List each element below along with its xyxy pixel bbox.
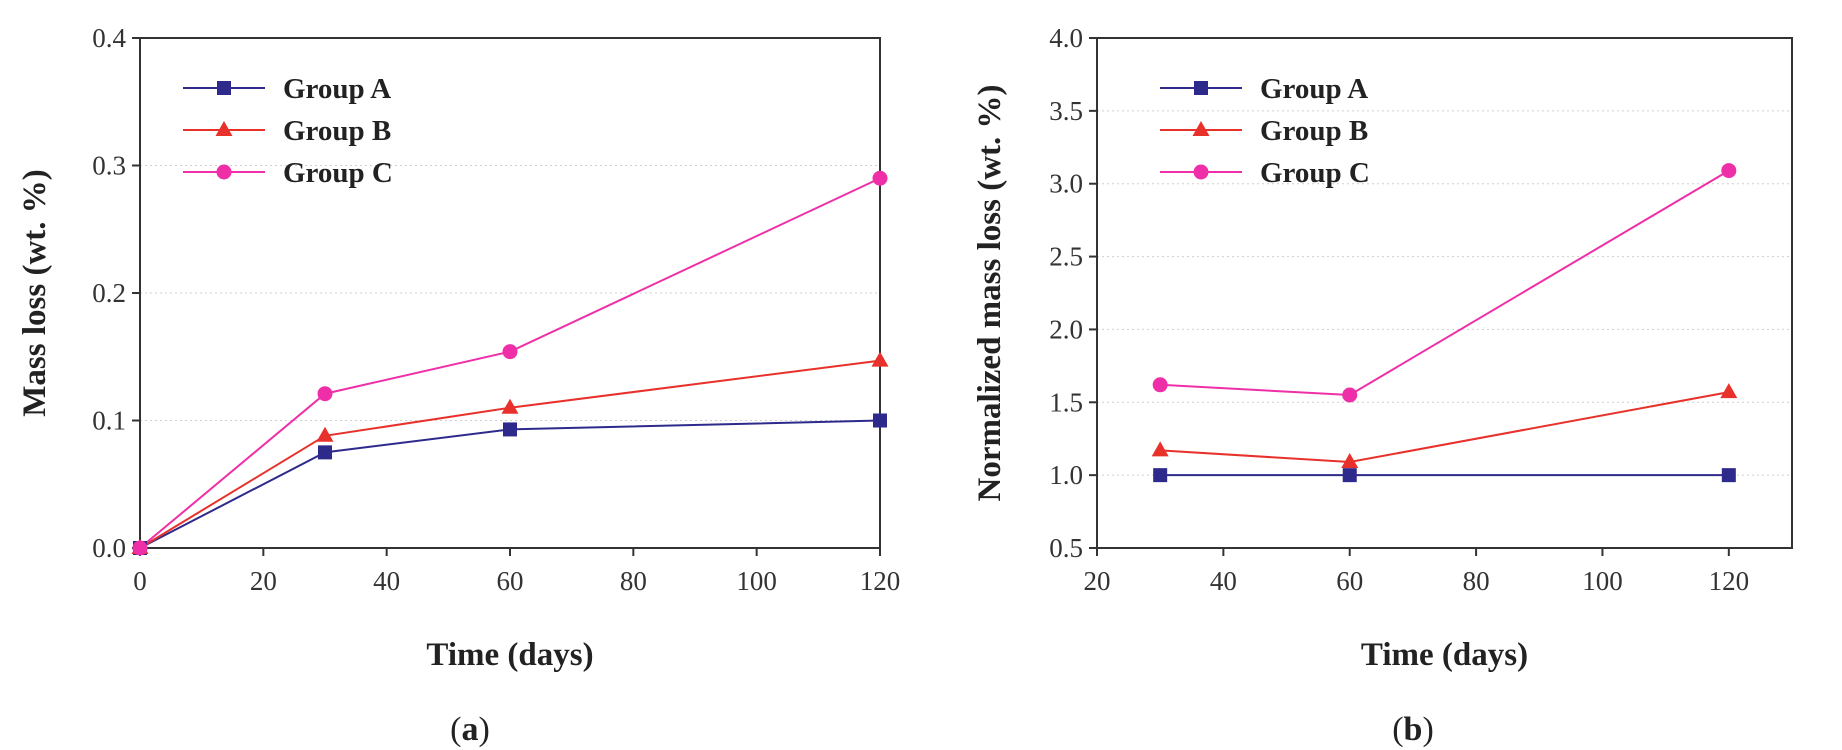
x-axis-title: Time (days) <box>426 637 593 673</box>
chart-panel-a: 0.0 0.1 0.2 0.3 0.4 0 20 40 60 80 100 120 Time (days… <box>17 23 900 748</box>
legend: Group A Group B Group C <box>1160 73 1370 189</box>
data-point-group-a <box>873 413 887 428</box>
data-point-group-c <box>502 344 518 360</box>
series-line-group-c <box>139 177 881 549</box>
y-tick-label: 1.5 <box>1049 387 1083 417</box>
x-tick-label: 40 <box>373 566 400 596</box>
x-tick-label: 80 <box>1463 566 1490 596</box>
legend-label: Group A <box>283 73 391 105</box>
panel-label-letter: a <box>462 711 479 748</box>
legend-label: Group A <box>1260 73 1368 105</box>
data-point-group-a <box>318 445 332 460</box>
legend-marker <box>215 121 233 136</box>
x-tick-label: 20 <box>1084 566 1111 596</box>
legend-marker <box>216 164 232 180</box>
data-point-group-c <box>317 386 333 402</box>
series-line-group-c <box>1160 169 1730 397</box>
data-point-group-a <box>1342 468 1357 483</box>
series-line-group-a <box>139 419 881 549</box>
x-tick-label: 120 <box>860 566 901 596</box>
legend-label: Group C <box>1260 157 1370 189</box>
panel-label: (b) <box>1392 711 1434 748</box>
chart-panel-b: 0.5 1.0 1.5 2.0 2.5 3.0 3.5 4.0 20 40 60 80 100 120 Ti… <box>972 23 1793 748</box>
data-point-group-b <box>871 351 889 367</box>
data-point-group-b <box>316 426 334 442</box>
x-tick-label: 40 <box>1210 566 1237 596</box>
y-axis-title: Mass loss (wt. %) <box>17 169 53 416</box>
legend-marker <box>1192 121 1210 136</box>
data-point-group-c <box>1721 163 1737 179</box>
legend-marker <box>1194 81 1208 95</box>
panel-label-close: ) <box>479 711 490 748</box>
legend-label: Group B <box>1260 115 1368 147</box>
x-tick-label: 60 <box>497 566 524 596</box>
x-tick-label: 120 <box>1709 566 1750 596</box>
x-tick-label: 100 <box>1582 566 1623 596</box>
y-tick-label: 3.5 <box>1049 96 1083 126</box>
data-point-group-c <box>1342 387 1358 403</box>
data-point-group-c <box>872 170 888 186</box>
y-tick-label: 0.5 <box>1049 533 1083 563</box>
legend-label: Group B <box>283 115 391 147</box>
x-tick-label: 20 <box>250 566 277 596</box>
series-line-group-b <box>139 359 881 549</box>
y-tick-label: 0.2 <box>92 278 126 308</box>
y-tick-label: 0.4 <box>92 23 126 53</box>
data-point-group-a <box>503 422 517 437</box>
legend-label: Group C <box>283 157 393 189</box>
data-point-group-b <box>1151 441 1169 457</box>
y-tick-label: 0.1 <box>92 406 126 436</box>
legend-marker <box>217 81 231 95</box>
y-tick-label: 3.0 <box>1049 169 1083 199</box>
data-point-group-b <box>1720 383 1738 399</box>
data-point-group-c <box>132 540 148 556</box>
y-tick-label: 2.5 <box>1049 242 1083 272</box>
y-tick-label: 4.0 <box>1049 23 1083 53</box>
data-point-group-a <box>1153 468 1168 483</box>
x-tick-label: 100 <box>736 566 777 596</box>
x-tick-label: 0 <box>133 566 147 596</box>
panel-label-open: ( <box>450 711 461 748</box>
x-tick-label: 60 <box>1336 566 1363 596</box>
y-tick-label: 0.0 <box>92 533 126 563</box>
data-point-group-a <box>1721 468 1736 483</box>
panel-label-letter: b <box>1404 711 1423 748</box>
data-point-group-c <box>1152 377 1168 393</box>
legend: Group A Group B Group C <box>183 73 393 189</box>
panel-label-open: ( <box>1392 711 1403 748</box>
plot-frame <box>1096 37 1793 549</box>
data-point-group-b <box>501 398 519 414</box>
panel-label-close: ) <box>1422 711 1433 748</box>
data-point-group-b <box>1341 453 1359 469</box>
y-axis-title: Normalized mass loss (wt. %) <box>972 84 1008 501</box>
panel-label: (a) <box>450 711 490 748</box>
y-tick-label: 2.0 <box>1049 314 1083 344</box>
legend-marker <box>1193 164 1209 180</box>
y-tick-label: 0.3 <box>92 151 126 181</box>
x-tick-label: 80 <box>620 566 647 596</box>
y-tick-label: 1.0 <box>1049 460 1083 490</box>
x-axis-title: Time (days) <box>1361 637 1528 673</box>
